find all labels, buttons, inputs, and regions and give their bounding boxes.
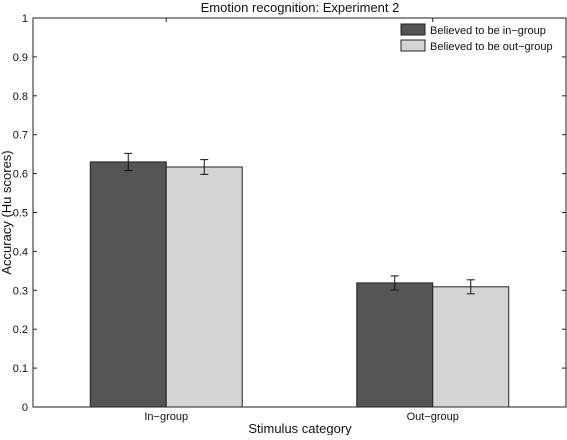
x-axis-title: Stimulus category (248, 421, 352, 435)
plot-area: 0 0.1 0.2 0.3 0.4 0.5 0.6 0.7 0.8 0.9 1 In−group Out… (13, 13, 567, 423)
y-tick-label: 0.9 (13, 52, 28, 64)
x-tick-label: Out−group (407, 411, 459, 423)
y-axis-title: Accuracy (Hu scores) (0, 150, 14, 274)
y-tick-label: 0.6 (13, 169, 28, 181)
bar-in-group-belief (356, 282, 434, 408)
bar-out-group-belief (165, 166, 243, 408)
bar-in-group-belief (89, 161, 167, 408)
y-tick-label: 0.5 (13, 208, 28, 220)
y-tick-label: 0 (22, 402, 28, 414)
legend: Believed to be in−group Believed to be ou… (400, 23, 553, 53)
y-tick-label: 0.1 (13, 363, 28, 375)
y-tick-label: 1 (22, 13, 28, 25)
y-tick-label: 0.4 (13, 246, 28, 258)
legend-swatch (400, 39, 426, 52)
y-tick-label: 0.3 (13, 285, 28, 297)
chart-title: Emotion recognition: Experiment 2 (201, 0, 400, 15)
legend-swatch (400, 23, 426, 36)
y-tick-label: 0.2 (13, 324, 28, 336)
bar-out-group-belief (432, 286, 510, 408)
x-tick-label: In−group (144, 411, 188, 423)
y-tick-label: 0.7 (13, 130, 28, 142)
y-tick-label: 0.8 (13, 91, 28, 103)
legend-label: Believed to be out−group (430, 41, 553, 53)
legend-label: Believed to be in−group (430, 25, 546, 37)
